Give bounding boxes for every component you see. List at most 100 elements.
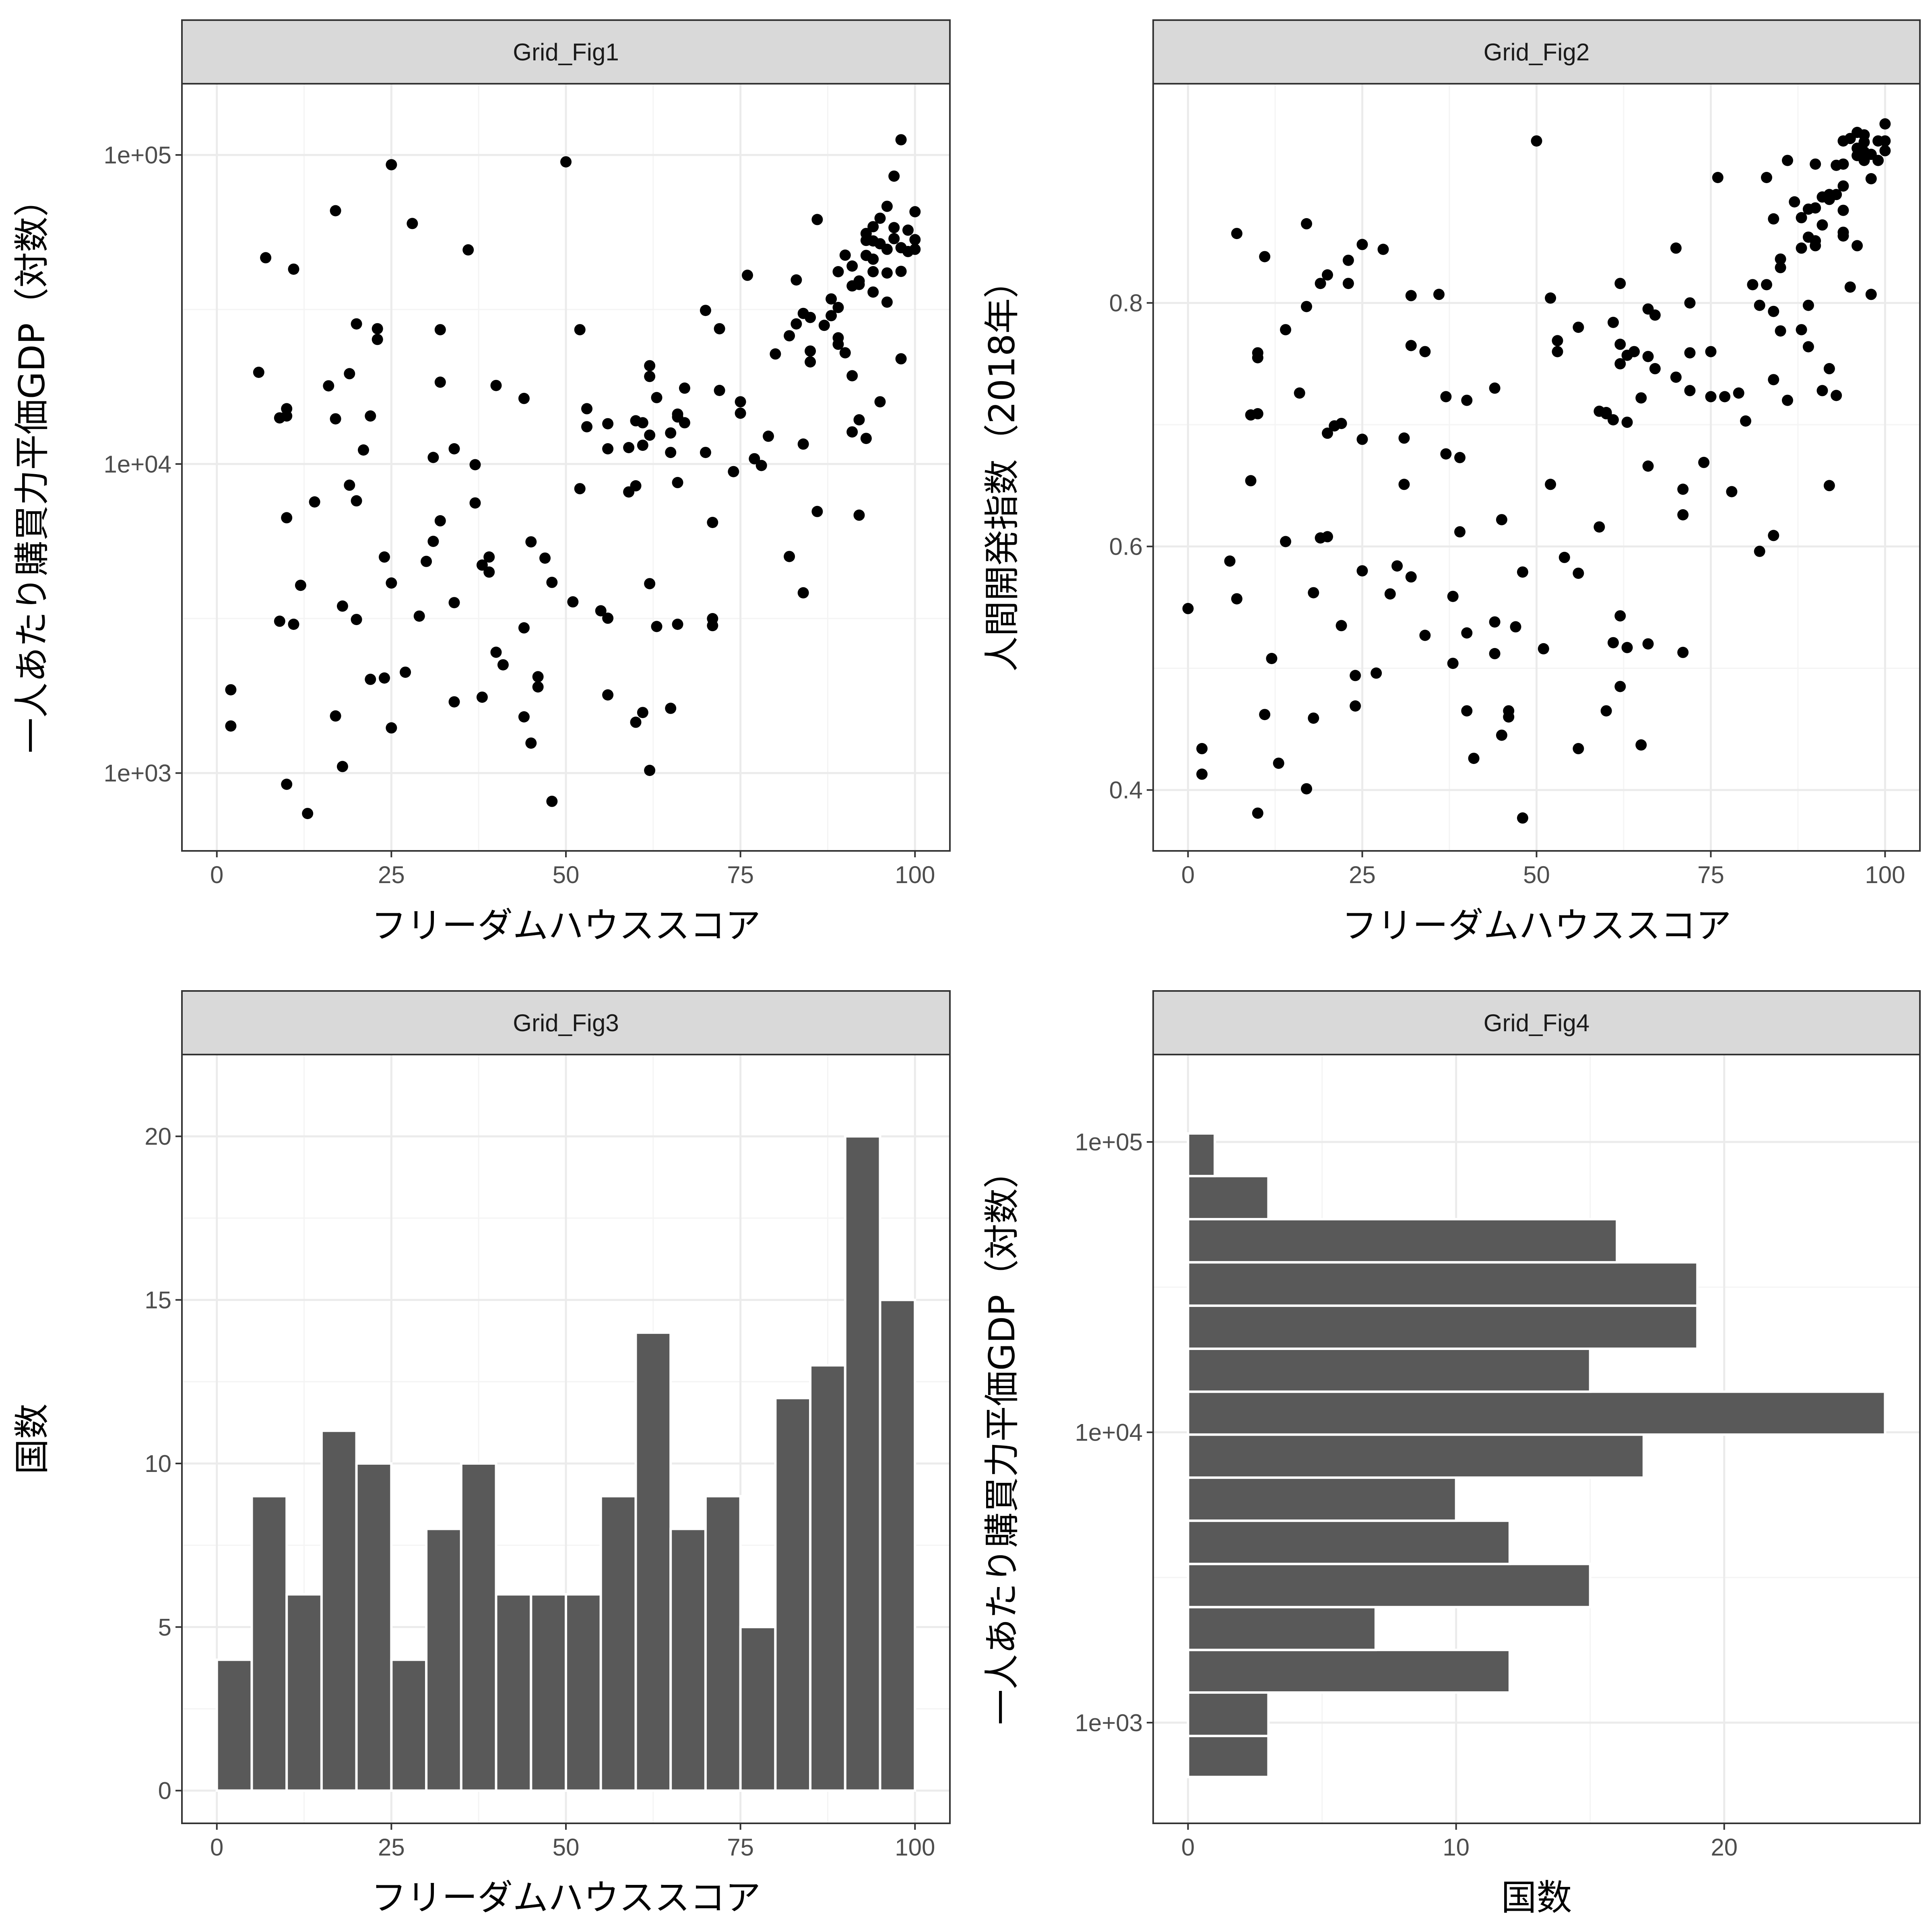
scatter-point: [448, 597, 460, 609]
scatter-point: [407, 218, 418, 229]
scatter-point: [1252, 347, 1263, 359]
scatter-point: [602, 612, 614, 624]
x-tick-label: 75: [1697, 861, 1724, 888]
histogram-bar: [879, 1298, 916, 1792]
scatter-point: [1768, 530, 1779, 541]
scatter-point: [623, 442, 635, 453]
histogram-bar: [1187, 1734, 1270, 1778]
facet-strip: [1152, 990, 1921, 1055]
scatter-point: [1489, 382, 1501, 394]
scatter-point: [1775, 262, 1786, 273]
histogram-bar: [1187, 1433, 1645, 1479]
scatter-point: [888, 170, 900, 182]
scatter-point: [811, 506, 823, 517]
scatter-point: [644, 371, 656, 382]
scatter-point: [679, 417, 690, 429]
scatter-point: [386, 159, 397, 171]
scatter-point: [372, 323, 383, 334]
scatter-point: [1614, 339, 1626, 350]
scatter-point: [1315, 278, 1326, 289]
histogram-bar: [1187, 1519, 1511, 1565]
scatter-point: [1802, 299, 1814, 311]
scatter-point: [1510, 621, 1521, 633]
scatter-point: [539, 552, 551, 564]
scatter-point: [602, 689, 614, 701]
scatter-point: [644, 360, 656, 372]
scatter-point: [1182, 603, 1194, 614]
scatter-point: [427, 452, 439, 463]
scatter-point: [1726, 486, 1738, 497]
scatter-point: [749, 453, 760, 464]
x-tick-label: 100: [895, 861, 935, 888]
scatter-point: [895, 266, 907, 277]
y-tick-label: 15: [144, 1287, 171, 1314]
scatter-point: [1447, 590, 1459, 602]
scatter-point: [602, 443, 614, 454]
x-tick-label: 0: [1181, 1834, 1195, 1861]
scatter-point: [651, 392, 663, 403]
scatter-point: [1447, 658, 1459, 669]
scatter-point: [434, 376, 446, 388]
scatter-point: [1747, 279, 1759, 291]
scatter-point: [1552, 335, 1563, 347]
scatter-point: [832, 266, 844, 277]
scatter-point: [637, 707, 648, 718]
scatter-point: [351, 318, 362, 330]
scatter-point: [805, 356, 816, 368]
scatter-point: [735, 396, 746, 408]
scatter-point: [595, 605, 607, 617]
y-axis-title: 人間開発指数（2018年）: [981, 263, 1023, 672]
histogram-bar: [1187, 1261, 1699, 1307]
scatter-point: [791, 274, 802, 286]
scatter-point: [784, 330, 795, 342]
x-tick-label: 100: [895, 1834, 935, 1861]
scatter-point: [1301, 783, 1312, 795]
scatter-point: [1545, 292, 1556, 304]
scatter-point: [1642, 460, 1654, 472]
histogram-bar: [1187, 1218, 1618, 1264]
scatter-point: [881, 244, 893, 255]
scatter-point: [302, 808, 314, 819]
scatter-point: [546, 795, 558, 807]
scatter-point: [336, 600, 348, 612]
scatter-point: [1259, 709, 1271, 720]
scatter-point: [1342, 278, 1354, 289]
scatter-point: [1356, 433, 1368, 445]
scatter-point: [1531, 135, 1542, 147]
scatter-point: [755, 460, 767, 471]
scatter-point: [1858, 136, 1870, 148]
scatter-point: [476, 559, 488, 571]
scatter-point: [1419, 346, 1431, 357]
scatter-point: [1684, 385, 1696, 396]
scatter-point: [1614, 278, 1626, 289]
histogram-bar: [844, 1135, 881, 1792]
scatter-point: [330, 413, 341, 425]
scatter-point: [434, 324, 446, 336]
scatter-point: [1761, 279, 1772, 291]
histogram-bar: [634, 1331, 672, 1792]
scatter-point: [1865, 173, 1877, 184]
y-tick-label: 10: [144, 1450, 171, 1477]
scatter-point: [1231, 228, 1243, 239]
y-tick-label: 1e+03: [103, 760, 171, 787]
scatter-point: [1677, 483, 1689, 495]
scatter-point: [379, 551, 390, 563]
scatter-point: [386, 577, 397, 589]
scatter-point: [1810, 158, 1821, 170]
scatter-point: [309, 496, 320, 508]
scatter-point: [867, 286, 879, 298]
histogram-bar: [1187, 1347, 1591, 1393]
scatter-point: [1489, 648, 1501, 659]
scatter-point: [860, 433, 872, 444]
scatter-point: [1670, 242, 1682, 254]
scatter-point: [651, 621, 663, 632]
histogram-bar: [565, 1593, 602, 1792]
scatter-point: [225, 720, 237, 732]
scatter-point: [1775, 253, 1786, 265]
scatter-point: [1677, 509, 1689, 520]
scatter-point: [1608, 637, 1619, 648]
panel-fig2: Grid_Fig2 0 25 50 75 100 0.4 0.6 0.8 フリーダムハウススコア 人…: [981, 19, 1921, 946]
histogram-bar: [1187, 1174, 1270, 1220]
scatter-point: [1405, 571, 1417, 583]
facet-strip-title: Grid_Fig2: [1484, 39, 1589, 66]
